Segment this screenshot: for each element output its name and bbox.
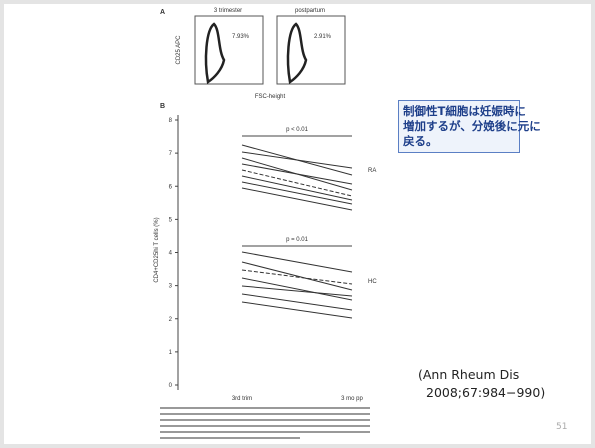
density-plot xyxy=(288,24,306,82)
p-value: p = 0.01 xyxy=(286,237,309,243)
density-plot xyxy=(206,24,224,82)
y-tick-label: 1 xyxy=(169,350,173,356)
caption-line xyxy=(160,431,370,433)
y-tick-label: 2 xyxy=(169,317,173,323)
subject-line xyxy=(242,286,352,296)
subject-line xyxy=(242,164,352,184)
panel-label: B xyxy=(160,103,165,110)
axis-label: CD4+CD25hi T cells (%) xyxy=(154,217,160,282)
panel-title: postpartum xyxy=(295,8,325,14)
panel-title: 3 trimester xyxy=(214,8,242,14)
panel-label: A xyxy=(160,9,165,16)
group-label: RA xyxy=(368,168,376,174)
subject-line xyxy=(242,188,352,210)
caption-line xyxy=(160,437,300,439)
y-tick-label: 4 xyxy=(169,251,173,257)
slide: A 3 trimester postpartum 7.93% 2.91% CD2… xyxy=(0,0,595,448)
group-label: HC xyxy=(368,279,377,285)
page-number: 51 xyxy=(556,422,567,432)
caption-line xyxy=(160,419,370,421)
citation: (Ann Rheum Dis 2008;67:984−990) xyxy=(418,366,545,402)
p-value: p < 0.01 xyxy=(286,127,309,133)
axis-label: FSC-height xyxy=(255,94,286,100)
caption-line xyxy=(160,407,370,409)
callout-line: 制御性T細胞は妊娠時に xyxy=(403,104,515,119)
subject-line xyxy=(242,176,352,200)
y-tick-label: 0 xyxy=(169,383,173,389)
citation-line: 2008;67:984−990) xyxy=(418,384,545,402)
subject-line xyxy=(242,302,352,318)
subject-line xyxy=(242,270,352,284)
subject-line xyxy=(242,262,352,290)
caption-line xyxy=(160,425,370,427)
y-tick-label: 6 xyxy=(169,184,173,190)
subject-line xyxy=(242,252,352,272)
y-tick-label: 5 xyxy=(169,217,173,223)
y-tick-label: 7 xyxy=(169,151,173,157)
percent: 7.93% xyxy=(232,34,250,40)
x-label: 3rd trim xyxy=(232,396,252,402)
citation-line: (Ann Rheum Dis xyxy=(418,366,545,384)
axis-label: CD25 APC xyxy=(176,35,182,65)
x-label: 3 mo pp xyxy=(341,396,363,402)
y-tick-label: 8 xyxy=(169,118,173,124)
percent: 2.91% xyxy=(314,34,332,40)
callout-line: 増加するが、分娩後に元に xyxy=(403,119,515,134)
callout-line: 戻る。 xyxy=(403,134,515,149)
subject-line xyxy=(242,152,352,168)
y-tick-label: 3 xyxy=(169,284,173,290)
caption-line xyxy=(160,413,370,415)
callout-box: 制御性T細胞は妊娠時に 増加するが、分娩後に元に 戻る。 xyxy=(398,100,520,153)
